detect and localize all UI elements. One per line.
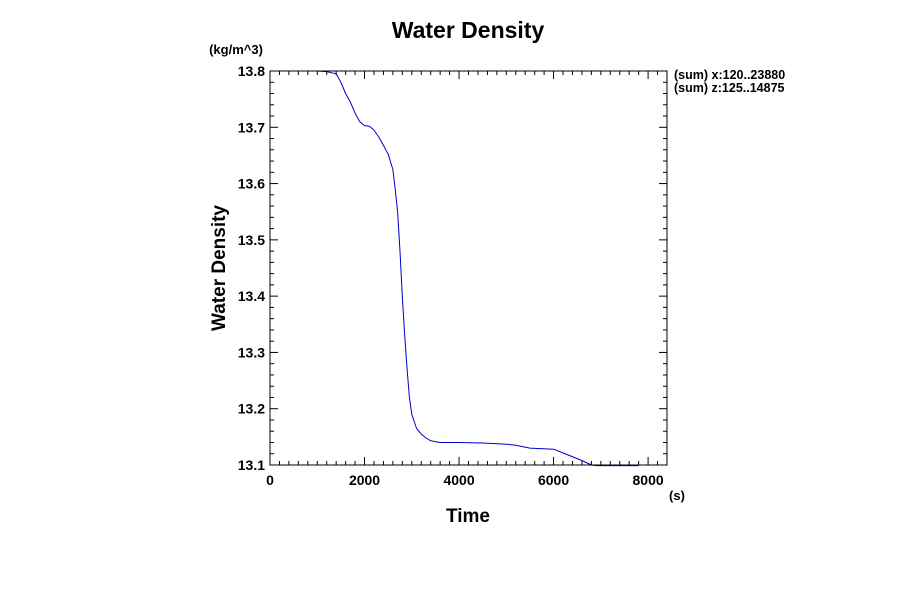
plot-frame <box>269 70 668 466</box>
y-tick-label: 13.5 <box>238 232 265 248</box>
y-tick-label: 13.7 <box>238 119 265 135</box>
x-tick-label: 4000 <box>443 472 474 488</box>
y-axis-unit: (kg/m^3) <box>209 42 263 57</box>
y-tick-label: 13.8 <box>238 63 265 79</box>
y-tick-label: 13.4 <box>238 288 265 304</box>
x-axis-unit: (s) <box>669 488 685 503</box>
y-tick-label: 13.6 <box>238 176 265 192</box>
x-axis-title: Time <box>446 506 490 527</box>
y-tick-label: 13.2 <box>238 401 265 417</box>
y-axis-title: Water Density <box>209 205 230 331</box>
y-tick-label: 13.3 <box>238 344 265 360</box>
x-tick-label: 6000 <box>538 472 569 488</box>
tick-labels: 0 2000 4000 6000 8000 13.1 13.2 13.3 13.4 13.5 13.… <box>238 63 664 488</box>
y-tick-label: 13.1 <box>238 457 265 473</box>
axis-ticks <box>269 70 668 466</box>
series-layer <box>270 70 639 467</box>
chart-title: Water Density <box>392 17 545 43</box>
x-tick-label: 0 <box>266 472 274 488</box>
z-sum-annotation: (sum) z:125..14875 <box>674 81 785 95</box>
x-sum-annotation: (sum) x:120..23880 <box>674 68 785 82</box>
x-tick-label: 8000 <box>633 472 664 488</box>
series-line-0 <box>270 70 639 467</box>
x-tick-label: 2000 <box>349 472 380 488</box>
